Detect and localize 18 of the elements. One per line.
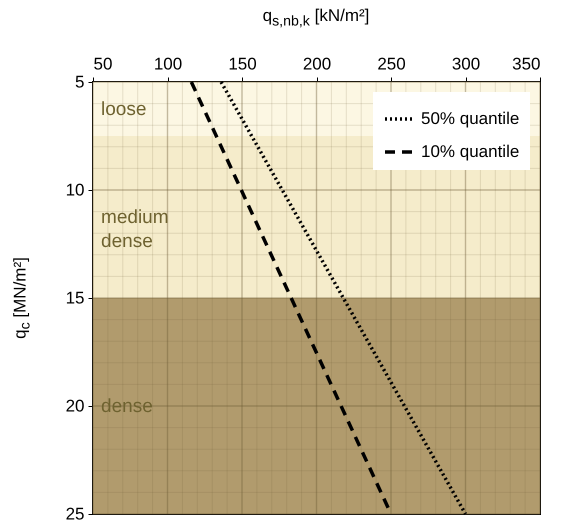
legend-label: 50% quantile [421, 109, 520, 128]
band-label: loose [101, 99, 146, 120]
x-tick-label: 250 [377, 54, 406, 74]
y-tick-label: 15 [66, 288, 84, 308]
y-tick-label: 25 [66, 504, 84, 524]
y-tick-label: 10 [66, 180, 84, 200]
y-tick-label: 5 [75, 72, 84, 92]
x-tick-label: 300 [452, 54, 480, 74]
band-label: medium dense [101, 207, 169, 252]
x-tick-label: 350 [512, 54, 540, 74]
x-tick-label: 200 [302, 54, 332, 74]
x-tick-label: 100 [154, 54, 182, 74]
x-axis-title: q$_{s,nb,k}$ [kN/m²] [262, 6, 370, 30]
x-tick-label: 150 [228, 54, 257, 74]
y-tick-label: 20 [66, 396, 84, 416]
legend-label: 10% quantile [421, 142, 520, 161]
band-label: dense [101, 396, 153, 417]
x-tick-label: 50 [94, 54, 112, 74]
